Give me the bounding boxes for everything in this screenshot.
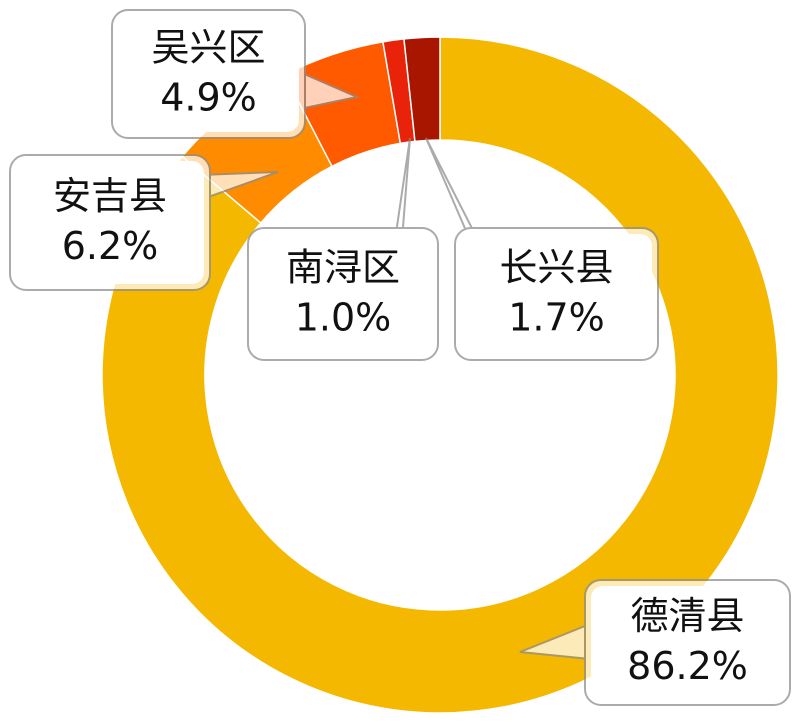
callout-box-inner: [591, 586, 784, 699]
callout-box-inner: [254, 234, 432, 354]
category-label: 德清县: [630, 594, 744, 638]
callout-box-inner: [16, 161, 204, 284]
category-label: 长兴县: [499, 246, 613, 290]
value-label: 6.2%: [62, 224, 159, 268]
callout-box-inner: [461, 234, 652, 354]
callout-pointer: [393, 137, 411, 241]
value-label: 86.2%: [627, 644, 748, 688]
value-label: 1.0%: [295, 296, 392, 340]
value-label: 1.7%: [508, 296, 605, 340]
category-label: 南浔区: [286, 246, 400, 290]
category-label: 安吉县: [53, 174, 167, 218]
donut-slice: [403, 36, 441, 143]
callout-box-inner: [118, 16, 299, 132]
value-label: 4.9%: [160, 76, 257, 120]
callout-pointer: [425, 137, 480, 241]
category-label: 吴兴区: [151, 26, 265, 70]
